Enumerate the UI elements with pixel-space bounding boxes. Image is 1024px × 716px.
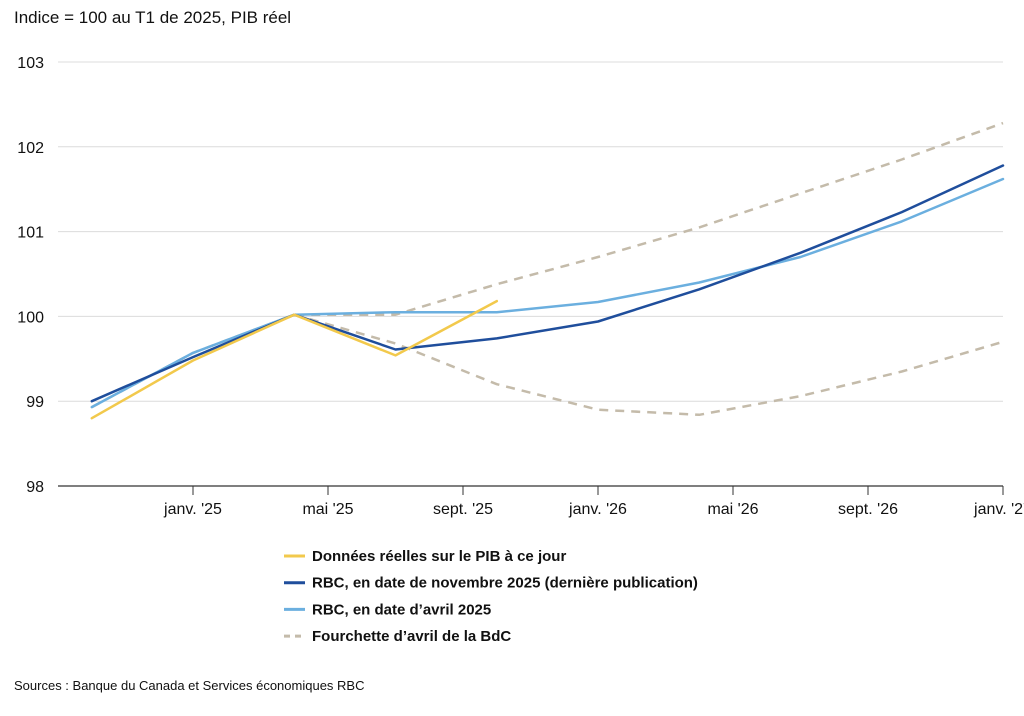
x-tick-label-2: sept. '25: [433, 501, 493, 518]
legend-label-3: Fourchette d’avril de la BdC: [312, 628, 511, 645]
series-line-3: [91, 121, 1004, 409]
x-tick-label-0: janv. '25: [163, 501, 222, 518]
chart-subtitle: Indice = 100 au T1 de 2025, PIB réel: [14, 8, 292, 27]
x-tick-label-4: mai '26: [707, 501, 758, 518]
series-group: [90, 121, 1005, 420]
x-tick-label-6: janv. '27: [973, 501, 1024, 518]
grid: [58, 61, 1003, 487]
series-line-4: [293, 313, 1004, 417]
source-note: Sources : Banque du Canada et Services é…: [14, 678, 365, 693]
y-tick-label-98: 98: [26, 479, 44, 496]
series-line-0: [90, 299, 499, 420]
x-tick-label-5: sept. '26: [838, 501, 898, 518]
legend: Données réelles sur le PIB à ce jour RBC,…: [284, 548, 698, 645]
y-tick-label-99: 99: [26, 394, 44, 411]
x-axis: janv. '25 mai '25 sept. '25 janv. '26 mai '2…: [163, 486, 1024, 518]
y-tick-label-102: 102: [17, 140, 44, 157]
y-tick-label-100: 100: [17, 309, 44, 326]
x-tick-label-3: janv. '26: [568, 501, 627, 518]
y-axis: 98 99 100 101 102 103: [17, 55, 44, 496]
y-tick-label-101: 101: [17, 225, 44, 242]
legend-label-2: RBC, en date d’avril 2025: [312, 601, 491, 618]
series-line-2: [90, 177, 1005, 409]
y-tick-label-103: 103: [17, 55, 44, 72]
series-line-1: [90, 164, 1005, 403]
x-tick-label-1: mai '25: [302, 501, 353, 518]
legend-label-0: Données réelles sur le PIB à ce jour: [312, 548, 566, 565]
legend-label-1: RBC, en date de novembre 2025 (dernière …: [312, 575, 698, 592]
